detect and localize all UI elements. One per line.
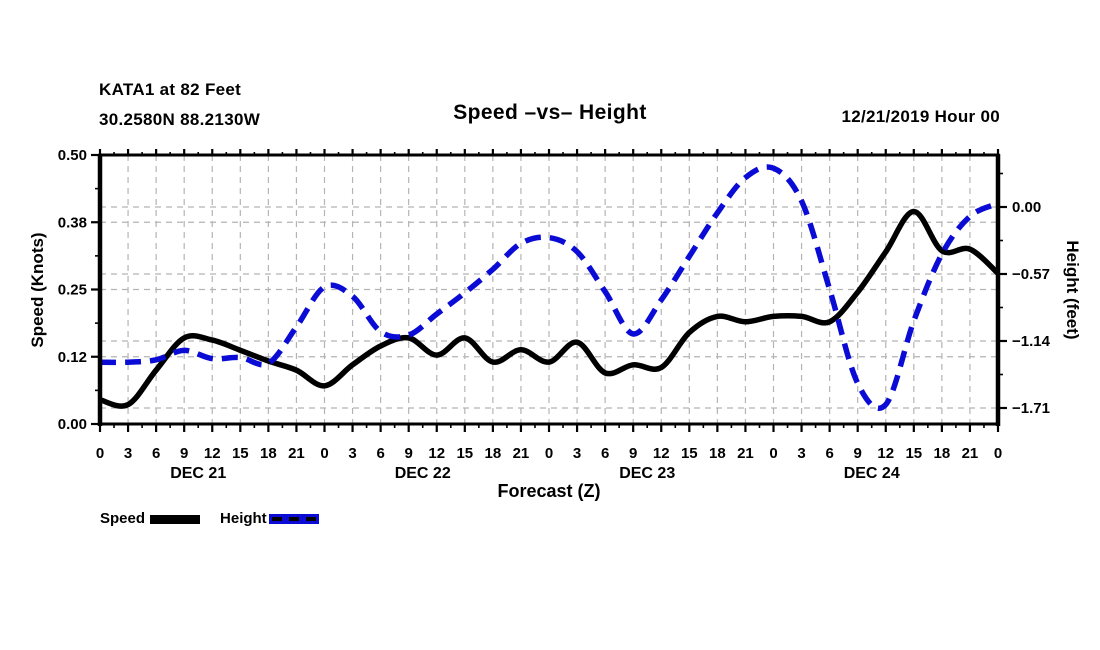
x-tick-label: 0 [994,445,1002,462]
x-tick-label: 12 [877,445,894,462]
day-label: DEC 22 [395,465,451,482]
x-tick-label: 15 [681,445,698,462]
x-tick-label: 6 [825,445,833,462]
station-name: KATA1 at 82 Feet [99,80,242,99]
x-tick-label: 0 [96,445,104,462]
x-tick-label: 18 [260,445,277,462]
station-block: KATA1 at 82 Feet 30.2580N 88.2130W [99,75,260,135]
x-tick-label: 15 [456,445,473,462]
x-tick-label: 3 [124,445,132,462]
height-axis-title: Height (feet) [1063,240,1082,340]
x-tick-label: 9 [180,445,188,462]
x-tick-label: 12 [428,445,445,462]
y-right-tick-label: −1.14 [1012,333,1051,350]
x-tick-label: 21 [288,445,305,462]
x-tick-label: 15 [905,445,922,462]
speed-axis-title: Speed (Knots) [28,232,47,348]
legend: Speed Height [100,508,319,528]
run-date: 12/21/2019 Hour 00 [841,107,1000,126]
station-coords: 30.2580N 88.2130W [99,110,261,129]
x-tick-label: 15 [232,445,249,462]
y-right-tick-label: −1.71 [1012,400,1050,417]
y-left-tick-label: 0.12 [58,349,87,366]
x-tick-label: 12 [204,445,221,462]
y-right-tick-label: −0.57 [1012,266,1050,283]
legend-speed-swatch [150,514,201,524]
legend-height-swatch [268,514,319,524]
y-left-tick-label: 0.50 [58,147,87,164]
legend-height-label: Height [220,509,267,527]
x-tick-label: 18 [485,445,502,462]
y-left-tick-label: 0.38 [58,214,87,231]
day-label: DEC 21 [170,465,226,482]
legend-speed-label: Speed [100,509,146,527]
x-tick-label: 0 [769,445,777,462]
day-label: DEC 24 [844,465,900,482]
x-tick-label: 6 [152,445,160,462]
page-title: Speed –vs– Height [453,101,647,124]
x-tick-label: 9 [629,445,637,462]
legend-height-dashes [271,517,316,521]
x-tick-label: 3 [348,445,356,462]
x-tick-label: 0 [320,445,328,462]
x-tick-label: 9 [854,445,862,462]
x-tick-label: 3 [573,445,581,462]
x-tick-label: 21 [962,445,979,462]
x-tick-label: 18 [934,445,951,462]
y-left-tick-label: 0.00 [58,416,87,433]
x-tick-label: 21 [513,445,530,462]
height-curve [99,164,1000,411]
speed-curve [99,208,1000,409]
y-left-tick-label: 0.25 [58,282,87,299]
x-tick-label: 9 [405,445,413,462]
x-tick-label: 3 [797,445,805,462]
x-axis-title: Forecast (Z) [497,481,601,501]
x-tick-label: 18 [709,445,726,462]
x-tick-label: 6 [376,445,384,462]
y-right-tick-label: 0.00 [1012,199,1041,216]
x-tick-label: 6 [601,445,609,462]
x-tick-label: 12 [653,445,670,462]
x-tick-label: 0 [545,445,553,462]
x-tick-label: 21 [737,445,754,462]
day-label: DEC 23 [619,465,675,482]
